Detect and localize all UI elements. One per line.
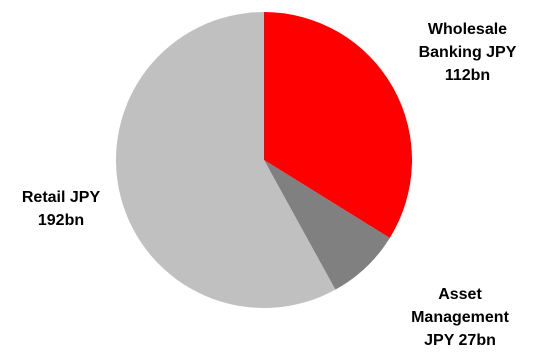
pie-slice-retail	[116, 12, 336, 308]
slice-label-wholesale-banking: Wholesale Banking JPY 112bn	[418, 21, 517, 84]
slice-label-retail: Retail JPY 192bn	[21, 189, 101, 229]
slice-label-asset-management: Asset Management JPY 27bn	[411, 286, 509, 349]
pie-slices	[116, 11, 413, 308]
pie-slice-asset-management	[264, 160, 390, 290]
pie-slice-wholesale-banking	[264, 11, 413, 239]
